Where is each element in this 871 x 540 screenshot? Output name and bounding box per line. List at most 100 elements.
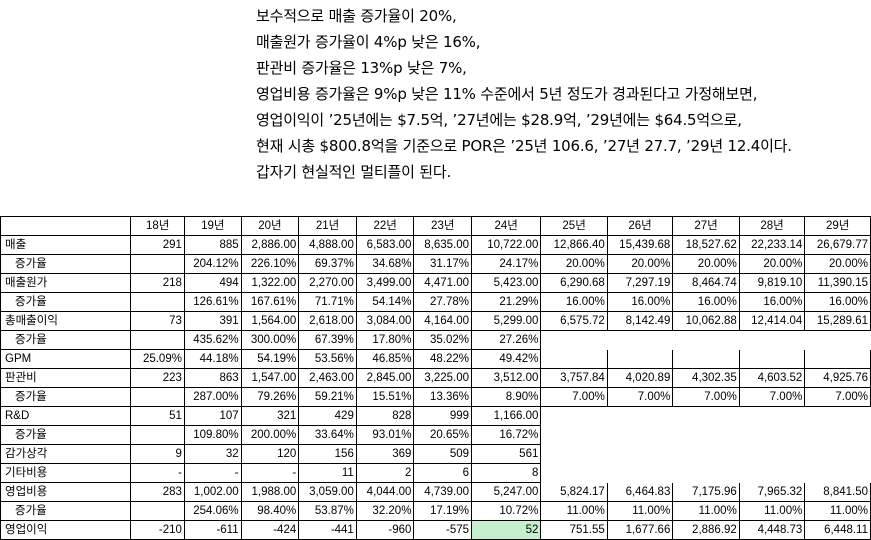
year-header-cell: 26년: [606, 216, 674, 236]
value-cell: 6: [413, 463, 473, 483]
value-cell: 1,988.00: [240, 482, 300, 502]
value-cell: 8,635.00: [413, 235, 473, 255]
value-cell: 73: [130, 311, 185, 331]
value-cell: 321: [240, 406, 300, 426]
value-cell: 8.90%: [471, 387, 542, 407]
value-cell: 5,423.00: [471, 273, 542, 293]
value-cell: 93.01%: [355, 425, 415, 445]
value-cell: 283: [130, 482, 185, 502]
value-cell: 11.00%: [540, 501, 608, 521]
analysis-paragraph: 보수적으로 매출 증가율이 20%, 매출원가 증가율이 4%p 낮은 16%,…: [256, 3, 856, 185]
value-cell: 167.61%: [240, 292, 300, 312]
value-cell: [804, 349, 871, 369]
year-header-cell: 24년: [471, 216, 542, 236]
value-cell: 22,233.14: [738, 235, 806, 255]
value-cell: 4,471.00: [413, 273, 473, 293]
value-cell: 999: [413, 406, 473, 426]
value-cell: 15.51%: [355, 387, 415, 407]
value-cell: 20.00%: [738, 254, 806, 274]
value-cell: 25.09%: [130, 349, 185, 369]
financial-table: 18년 19년 20년 21년 22년 23년 24년 25년 26년 27년 28년 29년 매출 29…: [0, 216, 871, 540]
value-cell: 200.00%: [240, 425, 300, 445]
row-label-cell: R&D: [0, 406, 132, 426]
value-cell: 10,722.00: [471, 235, 542, 255]
value-cell: 17.80%: [355, 330, 415, 350]
value-cell: 5,247.00: [471, 482, 542, 502]
value-cell: 20.00%: [672, 254, 740, 274]
value-cell: 3,499.00: [355, 273, 415, 293]
value-cell: [739, 445, 805, 464]
value-cell: 751.55: [540, 520, 608, 540]
value-cell: 7.00%: [540, 387, 608, 407]
value-cell: 26,679.77: [804, 235, 871, 255]
value-cell: 4,044.00: [355, 482, 415, 502]
value-cell: 34.68%: [355, 254, 415, 274]
row-label-cell: 감가상각: [0, 444, 132, 464]
value-cell: 11.00%: [672, 501, 740, 521]
value-cell: 391: [183, 311, 242, 331]
row-label-cell: 증가율: [0, 254, 132, 274]
value-cell: [606, 349, 674, 369]
table-row: 증가율 204.12% 226.10% 69.37% 34.68% 31.17% 24.17…: [0, 254, 871, 274]
value-cell: 6,464.83: [606, 482, 674, 502]
table-row: 매출원가 218 494 1,322.00 2,270.00 3,499.00 4,471.…: [0, 273, 871, 293]
value-cell: 287.00%: [183, 387, 242, 407]
paragraph-line: 보수적으로 매출 증가율이 20%,: [256, 7, 457, 25]
value-cell: 6,583.00: [355, 235, 415, 255]
value-cell: 7.00%: [804, 387, 871, 407]
table-row: 증가율 126.61% 167.61% 71.71% 54.14% 27.78% 21.29…: [0, 292, 871, 312]
value-cell: 7.00%: [606, 387, 674, 407]
table-row: 증가율 254.06% 98.40% 53.87% 32.20% 17.19% 10.72%…: [0, 501, 871, 521]
table-header-row: 18년 19년 20년 21년 22년 23년 24년 25년 26년 27년 28년 29년: [0, 216, 871, 236]
row-label-cell: 총매출이익: [0, 311, 132, 331]
value-cell: 54.19%: [240, 349, 300, 369]
value-cell: [541, 331, 607, 350]
value-cell: 31.17%: [413, 254, 473, 274]
value-cell: 18,527.62: [672, 235, 740, 255]
value-cell: 156: [298, 444, 357, 464]
table-row: 기타비용 - - -11 2 6 8: [0, 463, 871, 483]
value-cell: [673, 331, 739, 350]
value-cell: [130, 387, 185, 407]
value-cell: [738, 349, 806, 369]
value-cell: 21.29%: [471, 292, 542, 312]
value-cell: 51: [130, 406, 185, 426]
value-cell: 79.26%: [240, 387, 300, 407]
row-label-cell: GPM: [0, 349, 132, 369]
value-cell: [607, 407, 673, 426]
value-cell: 20.00%: [540, 254, 608, 274]
value-cell: 67.39%: [298, 330, 357, 350]
value-cell: 3,084.00: [355, 311, 415, 331]
value-cell: 7,965.32: [738, 482, 806, 502]
row-label-cell: 증가율: [0, 501, 132, 521]
value-cell: 300.00%: [240, 330, 300, 350]
value-cell: 27.26%: [471, 330, 542, 350]
value-cell: 254.06%: [183, 501, 242, 521]
table-row: R&D 51 107 321 429 828 999 1,166.00: [0, 406, 871, 426]
value-cell: -: [240, 463, 300, 483]
value-cell: 33.64%: [298, 425, 357, 445]
value-cell: 2,270.00: [298, 273, 357, 293]
value-cell: 32.20%: [355, 501, 415, 521]
value-cell: [805, 426, 871, 445]
table-row: 총매출이익 73 391 1,564.00 2,618.00 3,084.00 4,164.…: [0, 311, 871, 331]
value-cell: 69.37%: [298, 254, 357, 274]
row-label-cell: 증가율: [0, 292, 132, 312]
value-cell: 7,297.19: [606, 273, 674, 293]
value-cell: 3,225.00: [413, 368, 473, 388]
year-header-cell: 23년: [413, 216, 473, 236]
value-cell: 291: [130, 235, 185, 255]
value-cell: 16.00%: [804, 292, 871, 312]
value-cell: 828: [355, 406, 415, 426]
value-cell: 15,439.68: [606, 235, 674, 255]
value-cell: 16.00%: [738, 292, 806, 312]
value-cell: [540, 349, 608, 369]
year-header-cell: 22년: [355, 216, 415, 236]
value-cell: 2: [355, 463, 415, 483]
value-cell: 98.40%: [240, 501, 300, 521]
value-cell: 2,463.00: [298, 368, 357, 388]
value-cell: [673, 426, 739, 445]
value-cell: 5,299.00: [471, 311, 542, 331]
value-cell: 7.00%: [672, 387, 740, 407]
row-label-cell: 매출: [0, 235, 132, 255]
